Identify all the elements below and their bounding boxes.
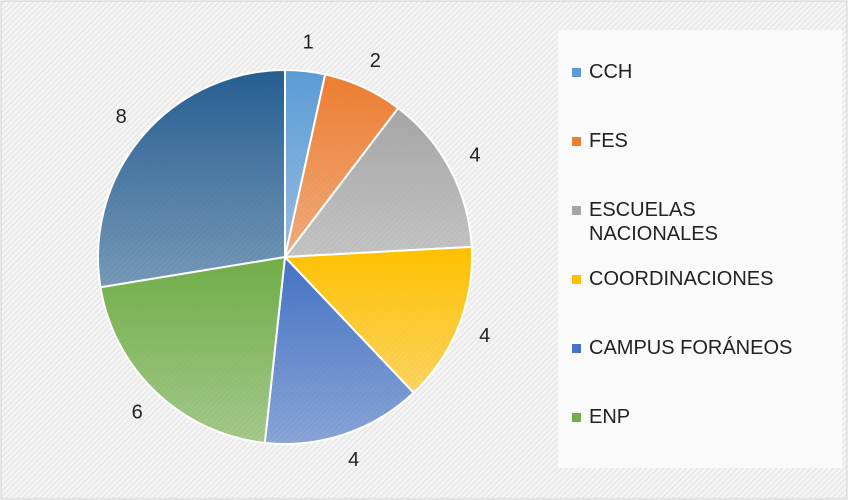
legend-box — [558, 30, 842, 468]
legend-entry: FES — [572, 129, 842, 153]
legend-swatch — [572, 137, 581, 146]
data-label: 2 — [370, 50, 381, 72]
pie-slice — [282, 245, 473, 395]
data-label: 4 — [469, 145, 480, 167]
legend-label: ESCUELAS NACIONALES — [589, 199, 718, 245]
pie-slice — [97, 68, 286, 289]
data-label: 4 — [479, 325, 490, 347]
data-label: 1 — [303, 32, 314, 54]
legend-label: ENP — [589, 406, 631, 428]
legend-entry: COORDINACIONES — [572, 267, 842, 291]
legend-swatch — [572, 206, 581, 215]
legend-entry: CAMPUS FORÁNEOS — [572, 336, 842, 360]
pie-slice — [263, 254, 416, 445]
legend-entry: ENP — [572, 405, 842, 429]
pie-slice — [282, 106, 473, 259]
legend-entry: ESCUELAS NACIONALES — [572, 198, 842, 246]
data-label: 8 — [116, 106, 127, 128]
legend: CCH FES ESCUELAS NACIONALES COORDINACIONES C… — [560, 40, 842, 460]
legend-label: COORDINACIONES — [589, 268, 774, 290]
data-label: 4 — [348, 449, 359, 471]
legend-entry: CCH — [572, 60, 842, 84]
data-label: 6 — [132, 401, 143, 423]
legend-swatch — [572, 68, 581, 77]
legend-swatch — [572, 275, 581, 284]
legend-label: CAMPUS FORÁNEOS — [589, 337, 793, 359]
legend-label: CCH — [589, 61, 633, 83]
legend-swatch — [572, 413, 581, 422]
legend-label: FES — [589, 130, 628, 152]
legend-swatch — [572, 344, 581, 353]
pie-slice — [99, 255, 287, 445]
